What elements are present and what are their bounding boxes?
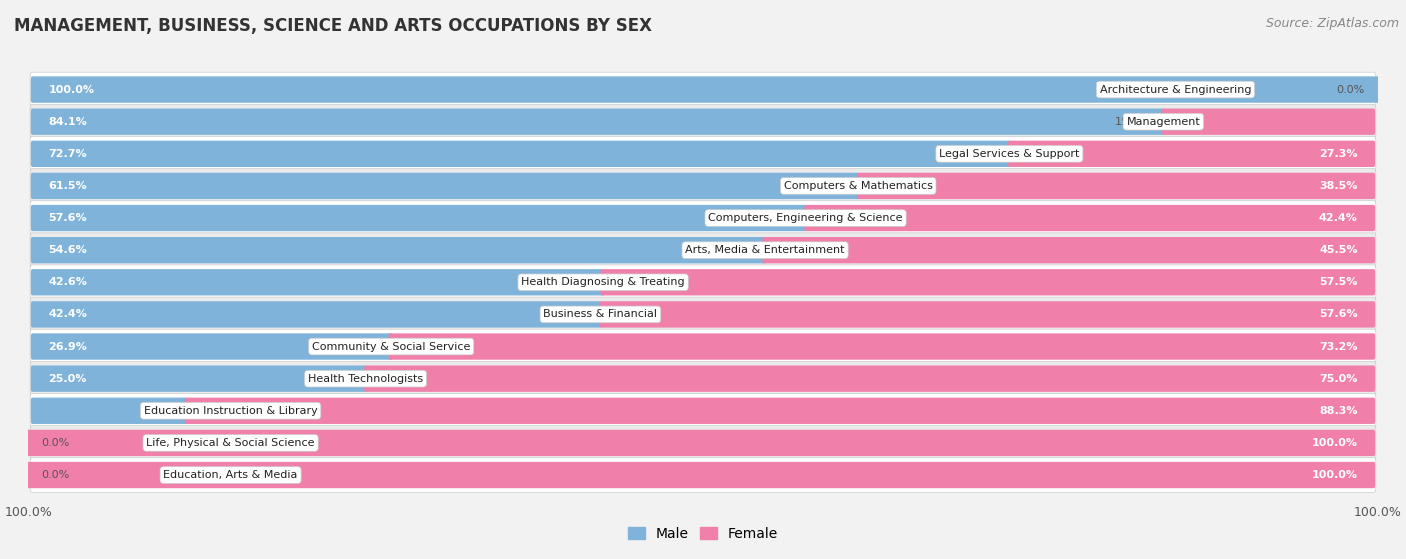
FancyBboxPatch shape <box>31 397 187 424</box>
Text: Source: ZipAtlas.com: Source: ZipAtlas.com <box>1265 17 1399 30</box>
FancyBboxPatch shape <box>30 136 1376 171</box>
FancyBboxPatch shape <box>600 269 1375 296</box>
FancyBboxPatch shape <box>30 394 1376 428</box>
FancyBboxPatch shape <box>30 425 1376 460</box>
FancyBboxPatch shape <box>1161 108 1375 135</box>
Text: Education, Arts & Media: Education, Arts & Media <box>163 470 298 480</box>
FancyBboxPatch shape <box>599 301 1375 328</box>
FancyBboxPatch shape <box>30 458 1376 492</box>
FancyBboxPatch shape <box>31 269 605 296</box>
Text: Computers & Mathematics: Computers & Mathematics <box>783 181 932 191</box>
Text: 0.0%: 0.0% <box>1336 84 1364 94</box>
FancyBboxPatch shape <box>31 141 1011 167</box>
Text: 25.0%: 25.0% <box>48 373 87 383</box>
Text: Community & Social Service: Community & Social Service <box>312 342 471 352</box>
FancyBboxPatch shape <box>762 237 1375 263</box>
FancyBboxPatch shape <box>30 297 1376 331</box>
Text: 73.2%: 73.2% <box>1319 342 1358 352</box>
Text: 54.6%: 54.6% <box>48 245 87 255</box>
Text: 27.3%: 27.3% <box>1319 149 1358 159</box>
Text: 100.0%: 100.0% <box>1312 470 1358 480</box>
Text: 42.4%: 42.4% <box>48 310 87 319</box>
FancyBboxPatch shape <box>364 366 1375 392</box>
FancyBboxPatch shape <box>856 173 1375 199</box>
FancyBboxPatch shape <box>1008 141 1375 167</box>
Text: Life, Physical & Social Science: Life, Physical & Social Science <box>146 438 315 448</box>
FancyBboxPatch shape <box>31 77 1379 103</box>
FancyBboxPatch shape <box>31 333 392 359</box>
Legend: Male, Female: Male, Female <box>623 522 783 547</box>
Text: 11.7%: 11.7% <box>200 406 235 416</box>
FancyBboxPatch shape <box>30 265 1376 300</box>
FancyBboxPatch shape <box>30 329 1376 364</box>
Text: Business & Financial: Business & Financial <box>543 310 658 319</box>
FancyBboxPatch shape <box>30 72 1376 107</box>
Text: 15.9%: 15.9% <box>1115 117 1150 127</box>
FancyBboxPatch shape <box>388 333 1375 359</box>
Text: Legal Services & Support: Legal Services & Support <box>939 149 1080 159</box>
Text: 100.0%: 100.0% <box>1312 438 1358 448</box>
Text: Management: Management <box>1126 117 1201 127</box>
FancyBboxPatch shape <box>184 397 1375 424</box>
FancyBboxPatch shape <box>27 430 1375 456</box>
Text: Computers, Engineering & Science: Computers, Engineering & Science <box>709 213 903 223</box>
FancyBboxPatch shape <box>31 237 766 263</box>
Text: 45.5%: 45.5% <box>1319 245 1358 255</box>
Text: 57.5%: 57.5% <box>1319 277 1358 287</box>
FancyBboxPatch shape <box>30 105 1376 139</box>
FancyBboxPatch shape <box>31 108 1164 135</box>
Text: 26.9%: 26.9% <box>48 342 87 352</box>
Text: Arts, Media & Entertainment: Arts, Media & Entertainment <box>685 245 845 255</box>
Text: 0.0%: 0.0% <box>42 470 70 480</box>
Text: 88.3%: 88.3% <box>1319 406 1358 416</box>
FancyBboxPatch shape <box>30 361 1376 396</box>
FancyBboxPatch shape <box>31 205 807 231</box>
Text: 57.6%: 57.6% <box>48 213 87 223</box>
FancyBboxPatch shape <box>30 233 1376 268</box>
Text: 38.5%: 38.5% <box>1319 181 1358 191</box>
Text: Health Diagnosing & Treating: Health Diagnosing & Treating <box>522 277 685 287</box>
FancyBboxPatch shape <box>30 169 1376 203</box>
FancyBboxPatch shape <box>31 173 859 199</box>
Text: 84.1%: 84.1% <box>48 117 87 127</box>
Text: 100.0%: 100.0% <box>48 84 94 94</box>
FancyBboxPatch shape <box>804 205 1375 231</box>
Text: 57.6%: 57.6% <box>1319 310 1358 319</box>
Text: 42.6%: 42.6% <box>48 277 87 287</box>
Text: Health Technologists: Health Technologists <box>308 373 423 383</box>
FancyBboxPatch shape <box>31 301 602 328</box>
Text: 0.0%: 0.0% <box>42 438 70 448</box>
Text: 75.0%: 75.0% <box>1319 373 1358 383</box>
FancyBboxPatch shape <box>30 201 1376 235</box>
FancyBboxPatch shape <box>27 462 1375 488</box>
Text: MANAGEMENT, BUSINESS, SCIENCE AND ARTS OCCUPATIONS BY SEX: MANAGEMENT, BUSINESS, SCIENCE AND ARTS O… <box>14 17 652 35</box>
FancyBboxPatch shape <box>31 366 367 392</box>
Text: 61.5%: 61.5% <box>48 181 87 191</box>
Text: 72.7%: 72.7% <box>48 149 87 159</box>
Text: Architecture & Engineering: Architecture & Engineering <box>1099 84 1251 94</box>
Text: 42.4%: 42.4% <box>1319 213 1358 223</box>
Text: Education Instruction & Library: Education Instruction & Library <box>143 406 318 416</box>
